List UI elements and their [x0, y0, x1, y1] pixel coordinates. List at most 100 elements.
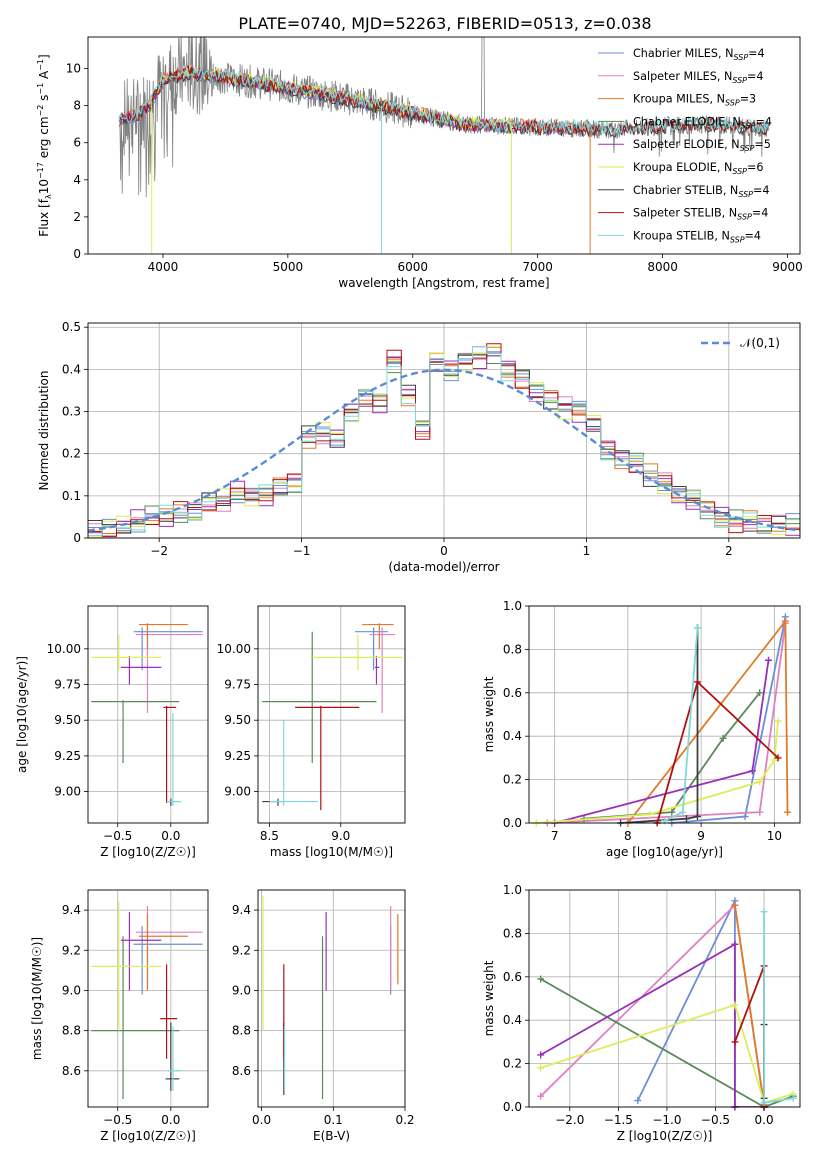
- x-axis-label: wavelength [Angstrom, rest frame]: [338, 276, 549, 290]
- y-tick-label: 9.25: [54, 749, 81, 763]
- y-tick-label: 9.50: [54, 713, 81, 727]
- x-tick-label: 7000: [522, 260, 553, 274]
- mass-vs-metallicity-panel: −0.5 0.0 8.6 8.8 9.0 9.2 9.4 Z [log10(Z/Z☉)] mas…: [30, 889, 209, 1143]
- y-tick-label: 0.2: [62, 447, 81, 461]
- legend-entry: Chabrier STELIB, NSSP=4: [633, 184, 770, 199]
- y-tick-label: 9.00: [224, 785, 251, 799]
- model-spectrum-line: [118, 65, 769, 135]
- y-tick-label: 9.0: [232, 983, 251, 997]
- y-tick-label: 1.0: [503, 883, 522, 897]
- mass-weight-marker: [682, 815, 690, 823]
- x-tick-label: −1.5: [604, 1113, 633, 1127]
- axes-frame: [87, 889, 209, 1108]
- y-tick-label: 0.1: [62, 489, 81, 503]
- mass-weight-marker: [770, 756, 778, 764]
- y-tick-label: 9.00: [54, 785, 81, 799]
- legend-entry: Kroupa STELIB, NSSP=4: [633, 229, 761, 244]
- x-tick-label: −2.0: [555, 1113, 584, 1127]
- y-tick-label: 9.25: [224, 749, 251, 763]
- y-axis-label: mass [log10(M/M☉)]: [30, 937, 44, 1060]
- y-tick-label: 8.8: [62, 1024, 81, 1038]
- y-tick-label: 9.75: [54, 678, 81, 692]
- y-tick-label: 4: [73, 173, 81, 187]
- legend-entry: Kroupa ELODIE, NSSP=6: [633, 161, 764, 176]
- x-tick-label: −1: [293, 544, 311, 558]
- y-tick-label: 0.8: [503, 642, 522, 656]
- mass-weight-marker: [731, 1001, 739, 1009]
- y-tick-label: 0.0: [503, 1100, 522, 1114]
- x-tick-label: 5000: [273, 260, 304, 274]
- x-tick-label: 6000: [397, 260, 428, 274]
- x-tick-label: 9.0: [331, 829, 350, 843]
- mass-weight-marker: [774, 717, 782, 725]
- mass-weight-line: [620, 627, 699, 823]
- y-tick-label: 0.0: [503, 816, 522, 830]
- y-tick-label: 0.4: [503, 1013, 522, 1027]
- x-tick-label: 0: [440, 544, 448, 558]
- x-axis-label: (data-model)/error: [388, 560, 499, 574]
- mass-weight-marker: [719, 734, 727, 742]
- x-tick-label: 1: [583, 544, 591, 558]
- y-tick-label: 0.2: [503, 1057, 522, 1071]
- x-tick-label: 8000: [647, 260, 678, 274]
- mass-weight-marker: [679, 808, 687, 816]
- x-tick-label: 2: [725, 544, 733, 558]
- y-tick-label: 2: [73, 210, 81, 224]
- y-axis-label: Normed distribution: [37, 371, 51, 491]
- y-tick-label: 1.0: [503, 599, 522, 613]
- legend-entry: Chabrier MILES, NSSP=4: [633, 47, 765, 62]
- axes-frame: [87, 605, 209, 824]
- axes-frame: [87, 36, 801, 255]
- y-axis-label: age [log10(age/yr)]: [15, 656, 29, 773]
- y-tick-label: 10.00: [217, 642, 251, 656]
- axes-frame: [528, 605, 801, 824]
- mass-weight-marker: [731, 940, 739, 948]
- mass-weight-marker: [774, 754, 782, 762]
- mass-weight-marker: [731, 1038, 739, 1046]
- x-tick-label: 9: [697, 829, 705, 843]
- y-tick-label: 8.8: [232, 1024, 251, 1038]
- y-tick-label: 9.4: [232, 903, 251, 917]
- residual-histogram-step: [88, 346, 800, 537]
- mass-weight-marker: [693, 812, 701, 820]
- model-spectrum-line: [118, 68, 769, 138]
- y-tick-label: 0.3: [62, 405, 81, 419]
- y-tick-label: 0: [73, 531, 81, 545]
- y-tick-label: 0.6: [503, 686, 522, 700]
- x-tick-label: 4000: [148, 260, 179, 274]
- x-axis-label: Z [log10(Z/Z☉)]: [100, 1129, 196, 1143]
- y-tick-label: 9.0: [62, 983, 81, 997]
- mass-weight-vs-metallicity-panel: −2.0 −1.5 −1.0 −0.5 0.0 0.0 0.2 0.4 0.6 0.8 1.0 Z […: [482, 883, 801, 1143]
- y-tick-label: 0.6: [503, 970, 522, 984]
- x-tick-label: 0.0: [252, 1113, 271, 1127]
- x-axis-label: E(B-V): [313, 1129, 350, 1143]
- legend-entry: Salpeter ELODIE, NSSP=5: [633, 138, 771, 153]
- x-tick-label: 10: [767, 829, 782, 843]
- x-tick-label: 9000: [772, 260, 803, 274]
- mass-weight-marker: [760, 908, 768, 916]
- mass-weight-marker: [741, 812, 749, 820]
- x-tick-label: 8: [624, 829, 632, 843]
- x-tick-label: 0.1: [324, 1113, 343, 1127]
- mass-weight-marker: [731, 901, 739, 909]
- mass-weight-vs-age-panel: 7 8 9 10 0.0 0.2 0.4 0.6 0.8 1.0 age [log10(age/yr…: [482, 599, 801, 859]
- mass-weight-marker: [646, 810, 654, 818]
- age-vs-mass-panel: 8.5 9.0 9.00 9.25 9.50 9.75 10.00 mass [log10(M…: [217, 605, 406, 859]
- y-tick-label: 8.6: [62, 1064, 81, 1078]
- mass-weight-marker: [537, 1051, 545, 1059]
- x-tick-label: −0.5: [103, 829, 132, 843]
- mass-weight-marker: [634, 1096, 642, 1104]
- y-tick-label: 9.2: [62, 943, 81, 957]
- y-tick-label: 0.4: [503, 729, 522, 743]
- legend-entry: 𝒩(0,1): [740, 336, 780, 350]
- mass-weight-marker: [760, 1099, 768, 1107]
- x-axis-label: Z [log10(Z/Z☉)]: [100, 845, 196, 859]
- y-tick-label: 8: [73, 99, 81, 113]
- mass-weight-marker: [756, 778, 764, 786]
- x-tick-label: 0.0: [755, 1113, 774, 1127]
- y-tick-label: 0.8: [503, 926, 522, 940]
- y-tick-label: 10.00: [47, 642, 81, 656]
- figure-title: PLATE=0740, MJD=52263, FIBERID=0513, z=0…: [238, 14, 651, 33]
- legend-entry: Salpeter STELIB, NSSP=4: [633, 207, 768, 222]
